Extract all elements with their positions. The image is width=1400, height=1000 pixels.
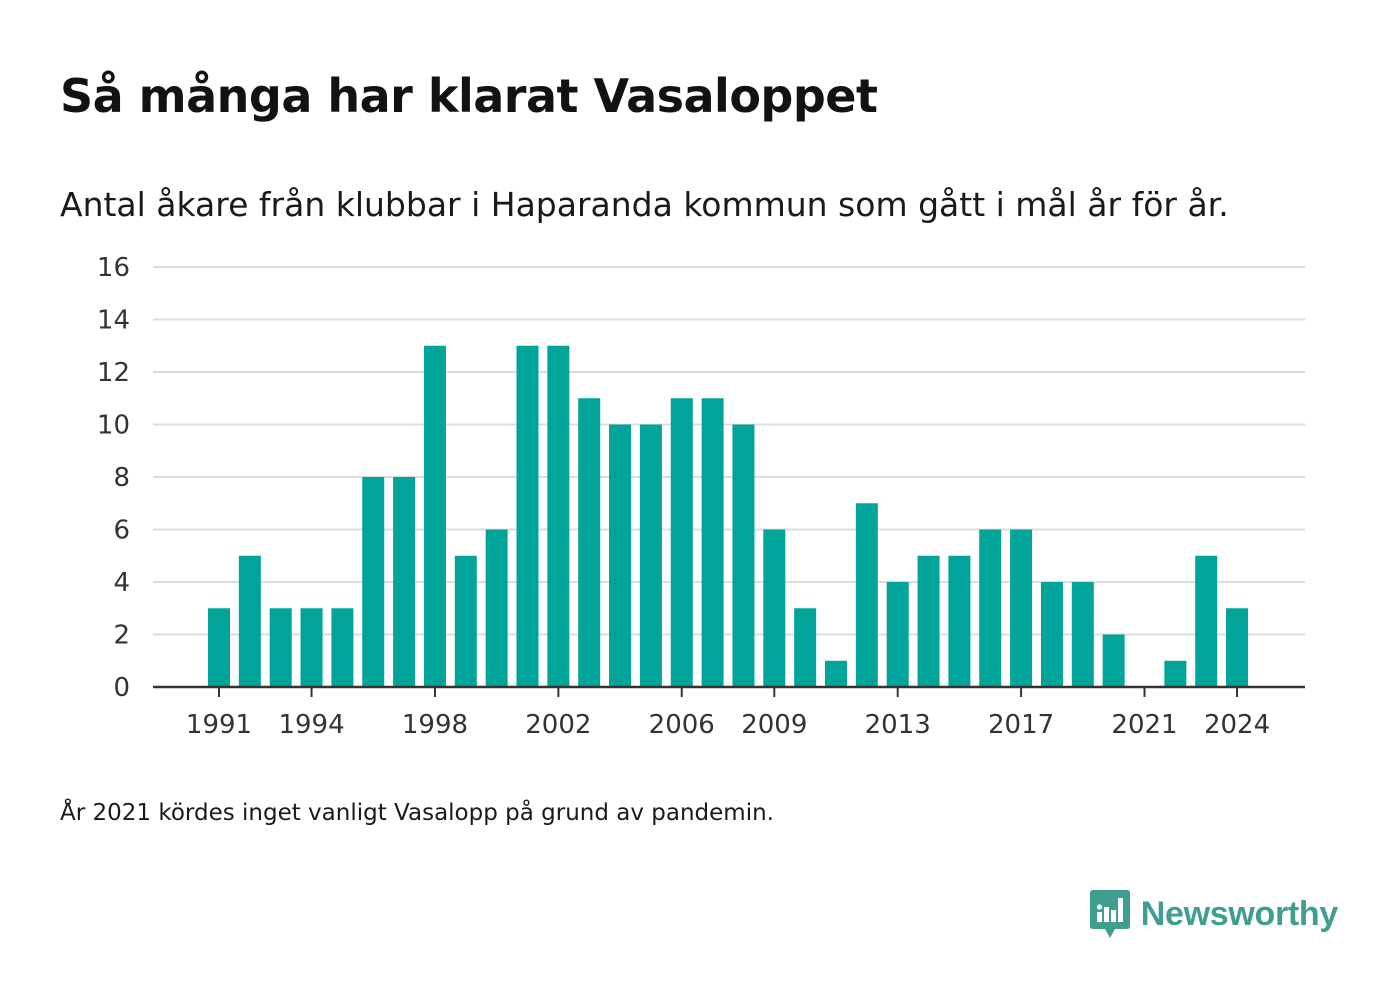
y-axis: 0 2 4 6 8 10 12 14 16: [97, 253, 130, 703]
bar-2015: [948, 555, 971, 687]
y-tick-label: 12: [97, 358, 130, 388]
bar-1997: [393, 477, 416, 687]
x-tick-label: 2021: [1111, 710, 1177, 740]
chart-title: Så många har klarat Vasaloppet: [60, 69, 878, 123]
x-tick-label: 1991: [186, 710, 252, 740]
bar-2020: [1102, 634, 1125, 687]
bar-2010: [794, 608, 817, 687]
bar-2002: [547, 345, 570, 687]
bar-2009: [763, 529, 786, 687]
bar-1994: [300, 608, 323, 687]
bars: [208, 345, 1249, 687]
bar-2019: [1071, 582, 1094, 687]
bar-2001: [516, 345, 539, 687]
bar-2013: [886, 582, 909, 687]
bar-2004: [609, 424, 632, 687]
y-tick-label: 8: [113, 463, 130, 493]
x-tick-label: 2017: [988, 710, 1054, 740]
bar-chart: 0 2 4 6 8 10 12 14 16 1991 1994 1998 2002 2006 2009 20…: [97, 253, 1305, 740]
bar-2006: [670, 398, 693, 687]
bar-1999: [454, 555, 477, 687]
bar-2005: [639, 424, 662, 687]
bar-2023: [1195, 555, 1218, 687]
bar-1995: [331, 608, 354, 687]
y-tick-label: 14: [97, 306, 130, 336]
x-tick-label: 2013: [865, 710, 931, 740]
y-tick-label: 4: [113, 568, 130, 598]
y-tick-label: 6: [113, 516, 130, 546]
bar-2018: [1040, 582, 1063, 687]
x-tick-label: 2009: [741, 710, 807, 740]
bar-2016: [979, 529, 1002, 687]
bar-2024: [1226, 608, 1249, 687]
chart-subtitle: Antal åkare från klubbar i Haparanda kom…: [60, 185, 1229, 224]
grid-lines: [153, 266, 1305, 636]
y-tick-label: 16: [97, 253, 130, 283]
y-tick-label: 10: [97, 411, 130, 441]
x-tick-label: 1994: [278, 710, 344, 740]
bar-1996: [362, 477, 385, 687]
bar-1993: [269, 608, 292, 687]
x-axis: 1991 1994 1998 2002 2006 2009 2013 2017 2021 2024: [186, 687, 1270, 740]
footnote: År 2021 kördes inget vanligt Vasalopp på…: [60, 800, 774, 826]
y-tick-label: 2: [113, 621, 130, 651]
bar-2008: [732, 424, 755, 687]
bar-chart-speech-bubble-icon: [1089, 890, 1130, 938]
x-tick-label: 2002: [525, 710, 591, 740]
bar-2022: [1164, 660, 1187, 687]
bar-1998: [423, 345, 446, 687]
bar-2000: [485, 529, 508, 687]
x-tick-label: 2006: [649, 710, 715, 740]
brand-name: Newsworthy: [1140, 894, 1339, 933]
bar-2014: [917, 555, 940, 687]
bar-2003: [578, 398, 601, 687]
x-tick-label: 2024: [1204, 710, 1270, 740]
bar-1991: [208, 608, 230, 687]
brand-logo: Newsworthy: [1089, 888, 1338, 940]
bar-2017: [1010, 529, 1033, 687]
bar-2007: [701, 398, 724, 687]
x-tick-label: 1998: [402, 710, 468, 740]
bar-1992: [238, 555, 261, 687]
y-tick-label: 0: [113, 673, 130, 703]
bar-2012: [855, 503, 878, 687]
bar-2011: [825, 660, 847, 687]
